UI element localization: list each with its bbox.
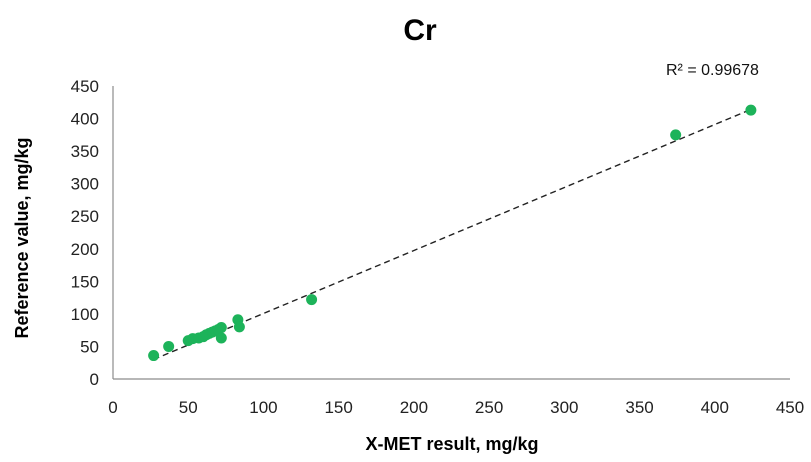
data-point bbox=[215, 332, 227, 344]
data-point bbox=[148, 350, 160, 362]
y-tick-label: 150 bbox=[71, 272, 99, 291]
data-points bbox=[148, 104, 757, 362]
x-tick-label: 300 bbox=[550, 398, 578, 417]
y-tick-label: 450 bbox=[71, 77, 99, 96]
chart-title: Cr bbox=[403, 14, 437, 47]
y-axis-label: Reference value, mg/kg bbox=[12, 137, 32, 338]
r-squared-annotation: R² = 0.99678 bbox=[666, 62, 759, 79]
x-tick-label: 150 bbox=[324, 398, 352, 417]
x-tick-label: 200 bbox=[400, 398, 428, 417]
x-tick-label: 250 bbox=[475, 398, 503, 417]
y-tick-label: 400 bbox=[71, 110, 99, 129]
data-point bbox=[745, 104, 757, 116]
y-tick-label: 50 bbox=[80, 337, 99, 356]
y-tick-label: 100 bbox=[71, 305, 99, 324]
y-tick-labels: 0 50 100 150 200 250 300 350 400 450 bbox=[71, 77, 99, 389]
x-tick-label: 450 bbox=[776, 398, 804, 417]
y-tick-label: 250 bbox=[71, 207, 99, 226]
x-tick-label: 0 bbox=[108, 398, 117, 417]
data-point bbox=[233, 321, 245, 333]
data-point bbox=[163, 340, 175, 352]
x-tick-label: 350 bbox=[625, 398, 653, 417]
x-tick-label: 100 bbox=[249, 398, 277, 417]
x-axis-label: X-MET result, mg/kg bbox=[365, 434, 538, 454]
y-tick-label: 300 bbox=[71, 175, 99, 194]
data-point bbox=[215, 322, 227, 334]
data-point bbox=[670, 129, 682, 141]
y-tick-label: 0 bbox=[90, 370, 99, 389]
y-tick-label: 350 bbox=[71, 142, 99, 161]
x-tick-label: 50 bbox=[179, 398, 198, 417]
data-point bbox=[306, 294, 318, 306]
y-tick-label: 200 bbox=[71, 240, 99, 259]
x-tick-labels: 0 50 100 150 200 250 300 350 400 450 bbox=[108, 398, 804, 417]
trendline bbox=[153, 108, 753, 361]
x-tick-label: 400 bbox=[701, 398, 729, 417]
